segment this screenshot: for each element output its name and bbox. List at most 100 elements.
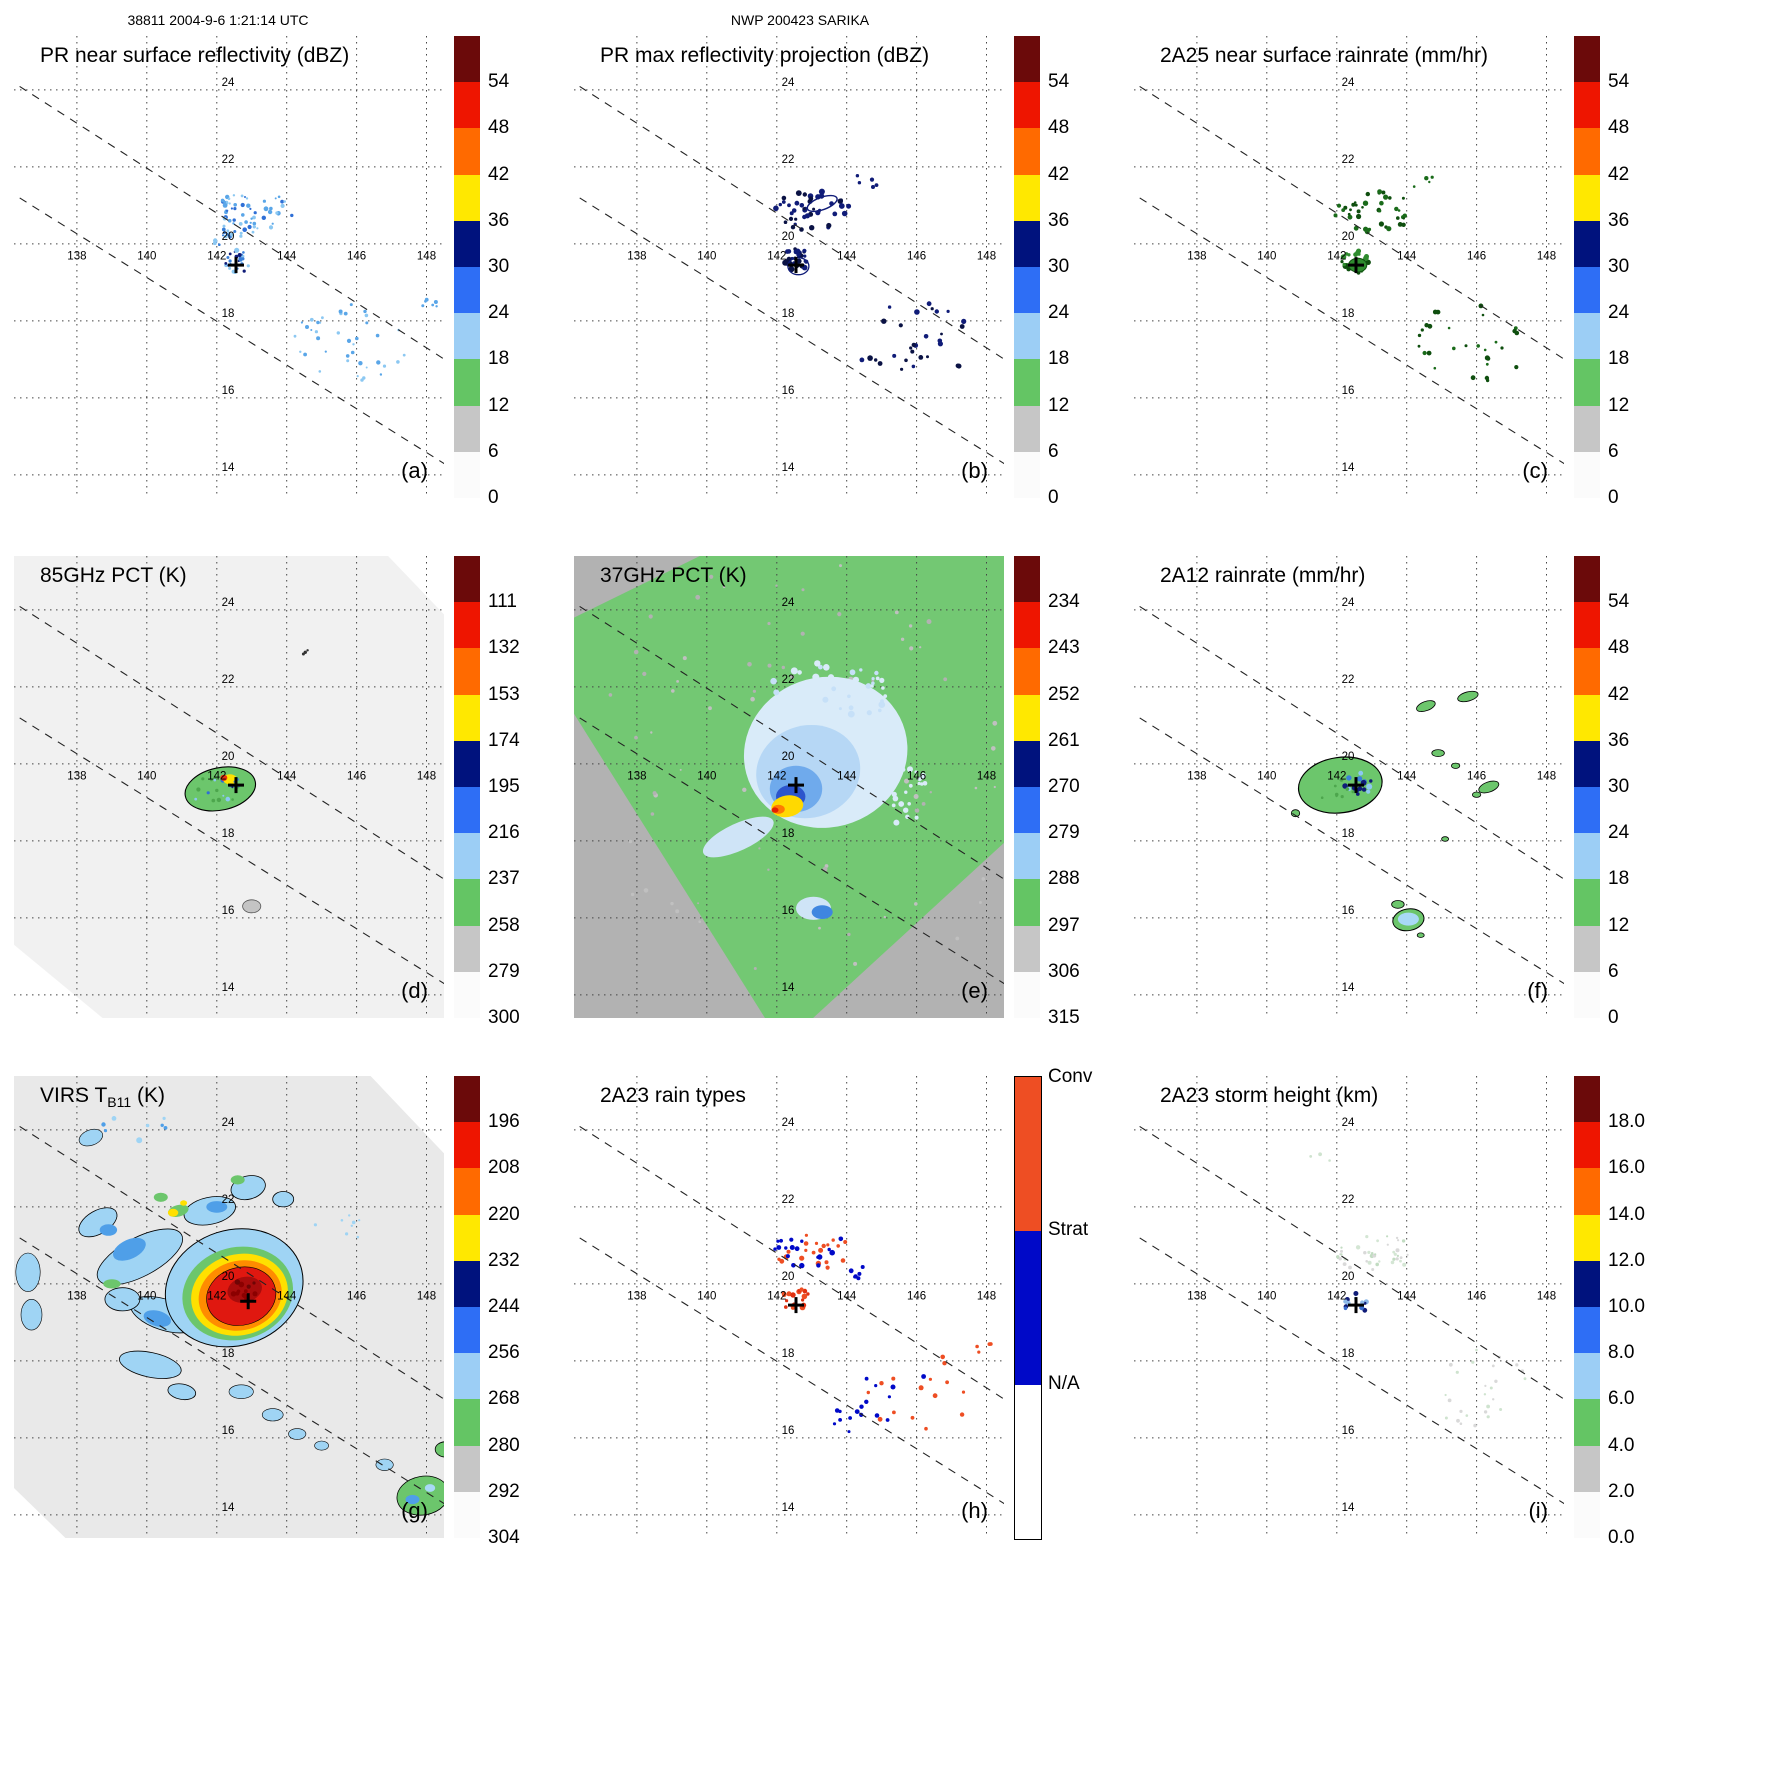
tick-labels: 138 140 142 144 146 148 14 16 18 20 22 24 — [1187, 77, 1556, 474]
lon-tick-label: 146 — [1467, 250, 1486, 262]
colorbar-tick-label: 18.0 — [1608, 1111, 1645, 1133]
colorbar-tick-label: 4.0 — [1608, 1434, 1635, 1456]
colorbar-tick-label: 54 — [1608, 71, 1630, 93]
panel-d: 85GHz PCT (K) 138 140 142 144 146 148 14 16 18 20 2… — [6, 556, 566, 1076]
panel-title-f: 2A12 rainrate (mm/hr) — [1160, 564, 1365, 590]
colorbar-segment — [1014, 405, 1040, 452]
colorbar-segment — [1574, 740, 1600, 787]
colorbar-segment — [1574, 1445, 1600, 1492]
colorbar-strip-b — [1014, 36, 1040, 498]
colorbar-tick-label: 196 — [488, 1111, 520, 1133]
lat-tick-label: 20 — [782, 751, 795, 763]
tick-labels: 138 140 142 144 146 148 14 16 18 20 22 24 — [1187, 597, 1556, 994]
storm-center-marker — [1348, 777, 1364, 794]
colorbar-tick-label: 0.0 — [1608, 1527, 1635, 1548]
gridlines — [1134, 36, 1564, 498]
colorbar-tick-label: 42 — [1608, 163, 1630, 185]
colorbar-tick-label: 14.0 — [1608, 1203, 1645, 1225]
lat-tick-label: 20 — [1342, 231, 1355, 243]
lon-tick-label: 138 — [627, 250, 646, 262]
gridlines — [574, 556, 1004, 1018]
colorbar-segment — [454, 313, 480, 360]
panel-letter-g: (g) — [401, 1498, 428, 1523]
lat-tick-label: 20 — [782, 231, 795, 243]
colorbar-tick-label: 208 — [488, 1157, 520, 1179]
lat-tick-label: 24 — [1342, 1117, 1355, 1129]
colorbar-tick-label: 24 — [488, 302, 510, 324]
lon-tick-label: 142 — [767, 250, 786, 262]
colorbar-segment — [1574, 266, 1600, 314]
colorbar-c: 54 48 42 36 30 24 18 12 6 0 — [1574, 36, 1686, 508]
lon-tick-label: 138 — [1187, 250, 1206, 262]
colorbar-tick-label: 30 — [1608, 256, 1630, 277]
colorbar-segment — [454, 36, 480, 83]
colorbar-segment — [1574, 1214, 1600, 1261]
lat-tick-label: 22 — [222, 674, 235, 686]
colorbar-tick-label: 0 — [488, 487, 499, 508]
colorbar-segment — [1574, 36, 1600, 83]
colorbar-tick-label: 48 — [1048, 117, 1070, 139]
lon-tick-label: 146 — [907, 1290, 926, 1302]
panel-letter-i: (i) — [1528, 1498, 1548, 1523]
colorbar-segment — [454, 694, 480, 741]
panel-c: 2A25 near surface rainrate (mm/hr) 138 140… — [1126, 36, 1686, 556]
colorbar-tick-label: 54 — [1608, 591, 1630, 613]
colorbar-segment — [1014, 648, 1040, 695]
colorbar-tick-label: 42 — [1048, 163, 1070, 185]
colorbar-segment — [1574, 451, 1600, 498]
swath-edge-lines — [574, 602, 1004, 985]
panel-b: PR max reflectivity projection (dBZ) 138 1… — [566, 36, 1126, 556]
lat-tick-label: 18 — [1342, 308, 1355, 320]
colorbar-tick-label: 6 — [1608, 440, 1619, 462]
colorbar-tick-label: 48 — [1608, 117, 1630, 139]
lat-tick-label: 20 — [222, 751, 235, 763]
map-wrap-b: 138 140 142 144 146 148 14 16 18 20 22 24 (b) — [574, 36, 1004, 498]
colorbar-strip-e — [1014, 556, 1040, 1018]
colorbar-segment — [1014, 786, 1040, 834]
colorbar-segment — [1574, 925, 1600, 972]
colorbar-segment — [454, 128, 480, 175]
colorbar-tick-label: 12 — [1608, 914, 1630, 936]
colorbar-segment — [1574, 786, 1600, 834]
colorbar-tick-label: 300 — [488, 1007, 520, 1028]
colorbar-segment — [1574, 648, 1600, 695]
panel-title-h: 2A23 rain types — [600, 1084, 746, 1110]
colorbar-segment — [1014, 82, 1040, 129]
colorbar-b: 54 48 42 36 30 24 18 12 6 0 — [1014, 36, 1126, 508]
lat-tick-label: 24 — [1342, 597, 1355, 609]
lon-tick-label: 138 — [627, 770, 646, 782]
panel-title-text: VIRS T — [40, 1084, 108, 1107]
swath-edge-lines — [574, 1122, 1004, 1505]
lat-tick-label: 18 — [222, 1348, 235, 1360]
colorbar-segment — [454, 1306, 480, 1354]
lat-tick-label: 24 — [222, 77, 235, 89]
map-wrap-a: 138 140 142 144 146 148 14 16 18 20 22 24 (a) — [14, 36, 444, 498]
lat-tick-label: 14 — [782, 1502, 795, 1514]
lon-tick-label: 140 — [1257, 1290, 1276, 1302]
tick-labels: 138 140 142 144 146 148 14 16 18 20 22 24 — [67, 77, 436, 474]
lat-tick-label: 22 — [782, 674, 795, 686]
lat-tick-label: 14 — [222, 982, 235, 994]
lat-tick-label: 14 — [222, 1502, 235, 1514]
lon-tick-label: 138 — [67, 1290, 86, 1302]
swath-edge-lines — [1134, 1122, 1564, 1505]
colorbar-tick-label: 0 — [1608, 487, 1619, 508]
lat-tick-label: 20 — [1342, 1271, 1355, 1283]
colorbar-segment — [1014, 556, 1040, 603]
lat-tick-label: 16 — [1342, 385, 1355, 397]
colorbar-tick-label: 6.0 — [1608, 1388, 1635, 1410]
colorbar-segment — [1574, 359, 1600, 406]
lon-tick-label: 148 — [977, 1290, 996, 1302]
lon-tick-label: 148 — [1537, 770, 1556, 782]
lat-tick-label: 18 — [782, 308, 795, 320]
lat-tick-label: 14 — [1342, 1502, 1355, 1514]
lat-tick-label: 14 — [1342, 982, 1355, 994]
colorbar-segment — [454, 786, 480, 834]
colorbar-segment — [1014, 833, 1040, 880]
colorbar-segment — [454, 405, 480, 452]
colorbar-tick-label: 6 — [1608, 960, 1619, 982]
colorbar-tick-label: 18 — [1608, 868, 1630, 890]
lat-tick-label: 14 — [782, 982, 795, 994]
colorbar-g: 196 208 220 232 244 256 268 280 292 304 — [454, 1076, 566, 1548]
colorbar-tick-label: 232 — [488, 1249, 520, 1271]
